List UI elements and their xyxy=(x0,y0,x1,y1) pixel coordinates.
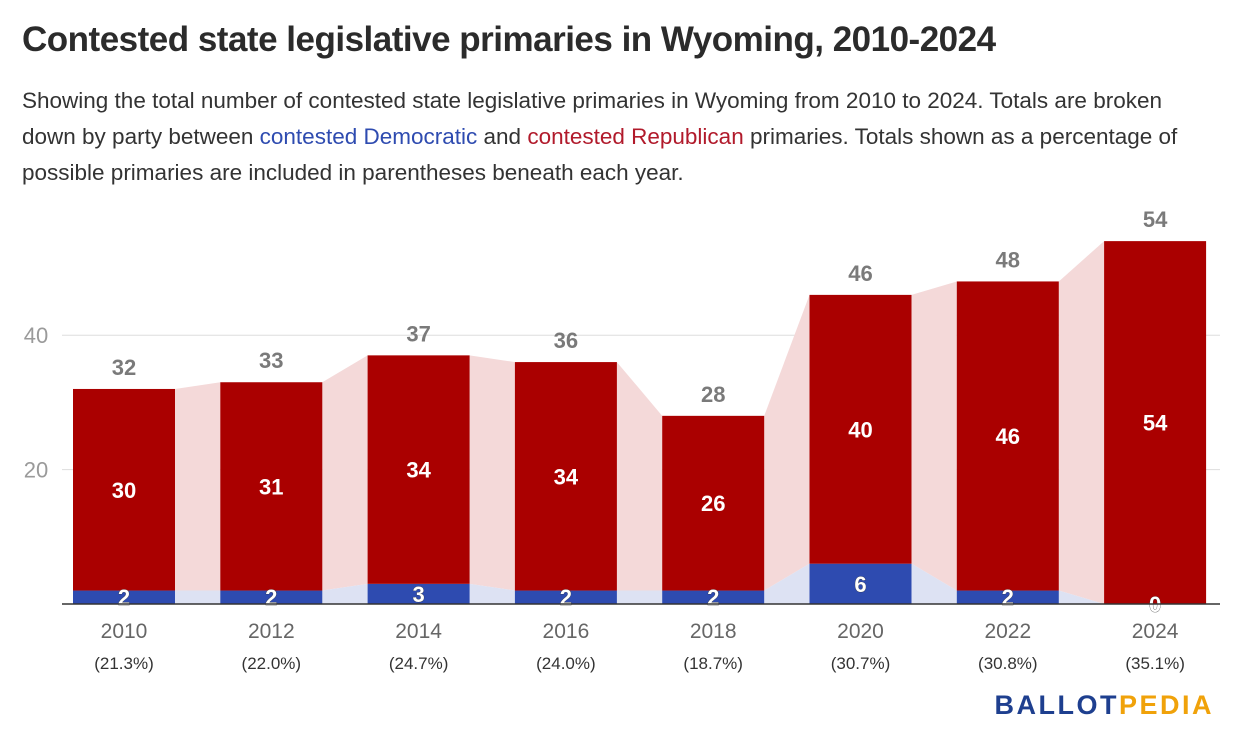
bar-republican-2022 xyxy=(956,281,1059,591)
bar-democratic-2022 xyxy=(956,590,1059,604)
subtitle-text-1: Showing the total number of contested st… xyxy=(22,88,1162,149)
label-total-2014: 37 xyxy=(406,321,430,346)
y-tick-label-20: 20 xyxy=(24,458,48,483)
bar-republican-2010 xyxy=(73,388,175,591)
bar-republican-2014 xyxy=(367,355,470,584)
label-democratic-2016: 2 xyxy=(560,585,572,610)
label-democratic-2012: 2 xyxy=(265,585,277,610)
label-total-2016: 36 xyxy=(554,328,578,353)
label-democratic-2010: 2 xyxy=(118,585,130,610)
label-republican-2012: 31 xyxy=(259,474,283,499)
label-democratic-2020: 6 xyxy=(854,572,866,597)
label-democratic-2018: 2 xyxy=(707,585,719,610)
republican-connector-4 xyxy=(764,294,810,591)
x-tick-label-2010: 2010 xyxy=(101,620,148,643)
label-republican-2010: 30 xyxy=(112,478,136,503)
logo-part-1: BALLOT xyxy=(994,690,1119,720)
subtitle-text-3: primaries. Totals shown as a percentage … xyxy=(22,124,1178,185)
ballotpedia-logo: BALLOTPEDIA xyxy=(994,690,1214,721)
democratic-connector-6 xyxy=(1058,590,1105,604)
x-tick-label-2024: 2024 xyxy=(1132,620,1179,643)
label-total-2024: 54 xyxy=(1143,207,1168,232)
x-tick-label-2018: 2018 xyxy=(690,620,737,643)
logo-part-2: PEDIA xyxy=(1118,690,1214,720)
republican-connector-2 xyxy=(469,355,515,591)
republican-connector-5 xyxy=(911,281,957,591)
label-republican-2024: 54 xyxy=(1143,411,1168,436)
bar-democratic-2016 xyxy=(514,590,617,604)
x-sublabel-2020: (30.7%) xyxy=(831,654,891,673)
bar-republican-2020 xyxy=(809,294,912,564)
x-sublabel-2016: (24.0%) xyxy=(536,654,596,673)
x-tick-label-2014: 2014 xyxy=(395,620,442,643)
label-total-2020: 46 xyxy=(848,261,872,286)
label-republican-2022: 46 xyxy=(996,424,1020,449)
republican-connector-3 xyxy=(616,362,663,591)
republican-connector-6 xyxy=(1058,241,1105,604)
republican-connector-1 xyxy=(322,355,368,591)
bar-democratic-2010 xyxy=(73,590,175,604)
bar-democratic-2014 xyxy=(367,583,470,604)
x-sublabel-2010: (21.3%) xyxy=(94,654,154,673)
label-republican-2020: 40 xyxy=(848,417,872,442)
bar-republican-2012 xyxy=(220,382,323,591)
bar-democratic-2020 xyxy=(809,563,912,604)
bar-republican-2018 xyxy=(662,415,765,591)
democratic-connector-2 xyxy=(469,583,515,604)
label-republican-2014: 34 xyxy=(406,458,431,483)
x-tick-label-2016: 2016 xyxy=(543,620,590,643)
bar-democratic-2018 xyxy=(662,590,765,604)
chart-title: Contested state legislative primaries in… xyxy=(22,20,996,59)
label-total-2010: 32 xyxy=(112,355,136,380)
label-democratic-2014: 3 xyxy=(412,582,424,607)
label-total-2022: 48 xyxy=(996,247,1020,272)
label-democratic-2022: 2 xyxy=(1002,585,1014,610)
democratic-connector-3 xyxy=(616,590,663,604)
x-sublabel-2014: (24.7%) xyxy=(389,654,449,673)
x-sublabel-2012: (22.0%) xyxy=(242,654,302,673)
x-sublabel-2018: (18.7%) xyxy=(683,654,743,673)
legend-democratic: contested Democratic xyxy=(259,124,478,149)
x-sublabel-2024: (35.1%) xyxy=(1125,654,1185,673)
x-tick-label-2012: 2012 xyxy=(248,620,295,643)
label-republican-2016: 34 xyxy=(554,464,579,489)
bar-democratic-2012 xyxy=(220,590,323,604)
x-tick-label-2020: 2020 xyxy=(837,620,884,643)
bar-republican-2024 xyxy=(1104,241,1207,604)
label-total-2018: 28 xyxy=(701,382,725,407)
democratic-connector-4 xyxy=(764,563,810,604)
legend-republican: contested Republican xyxy=(527,124,744,149)
republican-connector-0 xyxy=(175,382,221,591)
subtitle-text-2: and xyxy=(477,124,528,149)
democratic-connector-5 xyxy=(911,563,957,604)
x-tick-label-2022: 2022 xyxy=(984,620,1031,643)
democratic-connector-0 xyxy=(175,590,221,604)
label-total-2012: 33 xyxy=(259,348,283,373)
x-sublabel-2022: (30.8%) xyxy=(978,654,1038,673)
y-tick-label-40: 40 xyxy=(24,323,48,348)
label-republican-2018: 26 xyxy=(701,491,725,516)
democratic-connector-1 xyxy=(322,583,368,604)
bar-republican-2016 xyxy=(514,362,617,591)
chart-subtitle: Showing the total number of contested st… xyxy=(22,83,1217,191)
